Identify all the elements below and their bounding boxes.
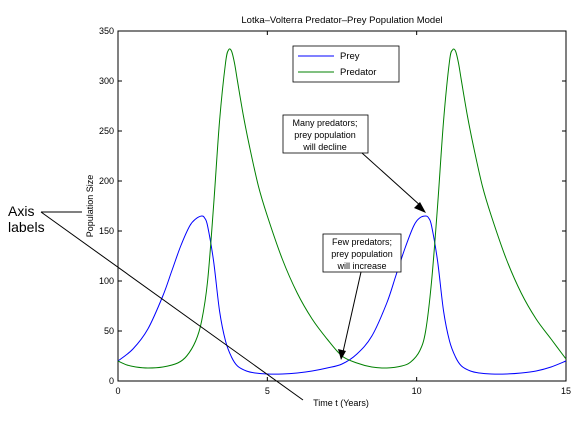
series-line-predator <box>117 48 567 369</box>
annotation-many-predators-box <box>282 114 369 154</box>
annotation-few-predators-line-1: Few predators; <box>332 237 392 247</box>
y-tick-label-150: 150 <box>99 226 114 236</box>
legend-prey-label: Prey <box>340 51 360 62</box>
x-tick-label-5: 5 <box>265 386 270 396</box>
chart-title: Lotka–Volterra Predator–Prey Population … <box>241 15 442 26</box>
annotation-many-predators-arrowhead <box>414 202 426 213</box>
x-axis-label: Time t (Years) <box>313 398 369 408</box>
callout-line-1: Axis <box>8 203 34 219</box>
x-tick-label-10: 10 <box>412 386 422 396</box>
annotation-many-predators-line-1: Many predators; <box>292 118 357 128</box>
x-axis: 0 5 10 15 <box>115 31 571 396</box>
series-line-prey <box>117 215 567 375</box>
axis-labels-callout: Axis labels <box>8 203 304 401</box>
x-tick-label-0: 0 <box>115 386 120 396</box>
legend-predator-label: Predator <box>340 67 376 78</box>
annotation-few-predators-box <box>322 233 402 273</box>
annotation-few-predators-line-3: will increase <box>336 261 386 271</box>
annotation-many-predators-line-3: will decline <box>302 142 347 152</box>
legend-box <box>292 45 400 83</box>
annotation-few-predators: Few predators; prey population will incr… <box>322 233 402 360</box>
y-tick-label-350: 350 <box>99 26 114 36</box>
x-tick-label-15: 15 <box>561 386 571 396</box>
y-axis-label: Population Size <box>85 175 95 238</box>
y-tick-label-200: 200 <box>99 176 114 186</box>
y-tick-label-100: 100 <box>99 276 114 286</box>
y-tick-label-0: 0 <box>109 376 114 386</box>
annotation-few-predators-arrowhead <box>338 349 346 360</box>
annotation-few-predators-arrow <box>342 271 362 353</box>
annotation-many-predators-line-2: prey population <box>294 130 356 140</box>
callout-line-2: labels <box>8 219 45 235</box>
annotation-many-predators: Many predators; prey population will dec… <box>282 114 426 213</box>
y-tick-label-50: 50 <box>104 326 114 336</box>
y-tick-label-300: 300 <box>99 76 114 86</box>
legend: Prey Predator <box>292 45 400 83</box>
plot-area-frame <box>117 30 567 382</box>
annotation-many-predators-arrow <box>361 152 423 208</box>
series-lines <box>117 48 567 375</box>
y-axis: 0 50 100 150 200 250 300 350 <box>99 26 566 386</box>
y-tick-label-250: 250 <box>99 126 114 136</box>
annotation-few-predators-line-2: prey population <box>331 249 393 259</box>
callout-leader-to-xlabel <box>40 211 304 401</box>
